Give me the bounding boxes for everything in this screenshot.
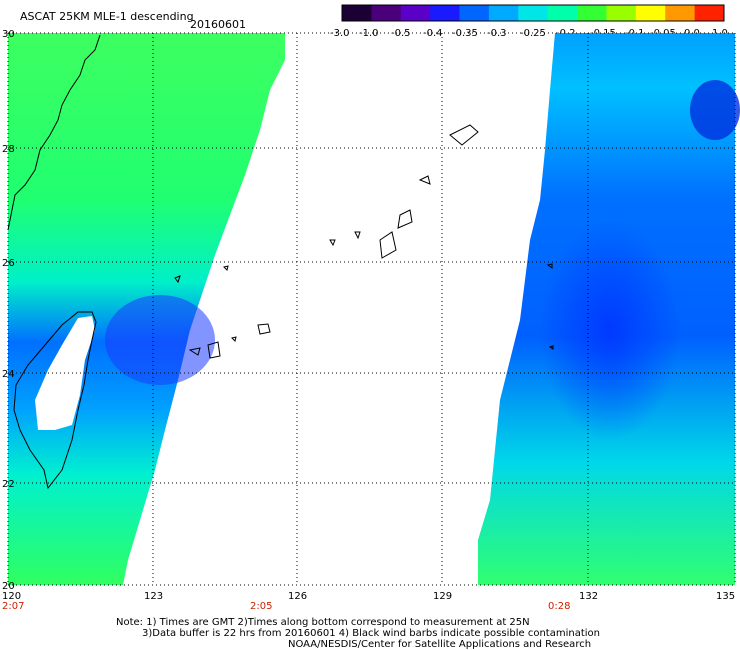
lon-tick-labels: 120 123 126 129 132 135	[2, 591, 735, 602]
coastlines	[7, 34, 554, 490]
time-marks: 2:07 2:05 0:28	[2, 601, 570, 612]
lat-tick-label: 26	[2, 258, 15, 269]
ryukyu-islands	[329, 124, 479, 259]
map-date: 20160601	[190, 18, 246, 31]
colorbar-label: -3.0	[330, 28, 350, 39]
lon-tick-label: 129	[433, 591, 452, 602]
colorbar-swatch	[547, 5, 578, 21]
lat-tick-labels: 30 28 26 24 22 20	[2, 29, 15, 592]
colorbar-swatch	[577, 5, 607, 21]
colorbar-swatch	[665, 5, 696, 21]
footer-notes: Note: 1) Times are GMT 2)Times along bot…	[116, 617, 600, 650]
lat-tick-label: 22	[2, 479, 15, 490]
time-mark: 2:07	[2, 601, 24, 612]
colorbar-swatch	[518, 5, 549, 21]
western-blue-core	[105, 295, 215, 385]
lon-tick-label: 123	[144, 591, 163, 602]
colorbar-swatch	[430, 5, 461, 21]
colorbar-swatch	[606, 5, 637, 21]
lat-tick-label: 20	[2, 581, 15, 592]
note-line-1: Note: 1) Times are GMT 2)Times along bot…	[116, 617, 530, 628]
colorbar-swatch	[342, 5, 372, 21]
colorbar-border	[341, 4, 725, 22]
colorbar-swatch	[694, 5, 725, 21]
lon-tick-label: 135	[716, 591, 735, 602]
colorbar-swatch	[488, 5, 519, 21]
yaeyama-islands	[188, 323, 271, 359]
time-mark: 0:28	[548, 601, 570, 612]
note-line-3: NOAA/NESDIS/Center for Satellite Applica…	[288, 639, 591, 650]
colorbar-swatch	[635, 5, 666, 21]
lon-tick-label: 126	[288, 591, 307, 602]
lat-tick-label: 28	[2, 144, 15, 155]
map-title: ASCAT 25KM MLE-1 descending	[20, 10, 194, 23]
colorbar-swatch	[400, 5, 431, 21]
map-area	[8, 33, 740, 585]
lat-tick-label: 24	[2, 369, 15, 380]
eastern-blue-core-ne	[690, 80, 740, 140]
lon-tick-label: 132	[579, 591, 598, 602]
note-line-2: 3)Data buffer is 22 hrs from 20160601 4)…	[142, 628, 600, 639]
china-coastline	[7, 34, 101, 231]
colorbar-swatch	[371, 5, 402, 21]
lat-tick-label: 30	[2, 29, 15, 40]
colorbar-swatch	[459, 5, 490, 21]
colorbar-swatches	[341, 4, 725, 22]
time-mark: 2:05	[250, 601, 272, 612]
eastern-blue-core	[540, 220, 680, 440]
taiwan-coastline	[13, 311, 97, 490]
gridlines	[7, 32, 736, 586]
eastern-islands	[174, 263, 554, 350]
lon-tick-label: 120	[2, 591, 21, 602]
